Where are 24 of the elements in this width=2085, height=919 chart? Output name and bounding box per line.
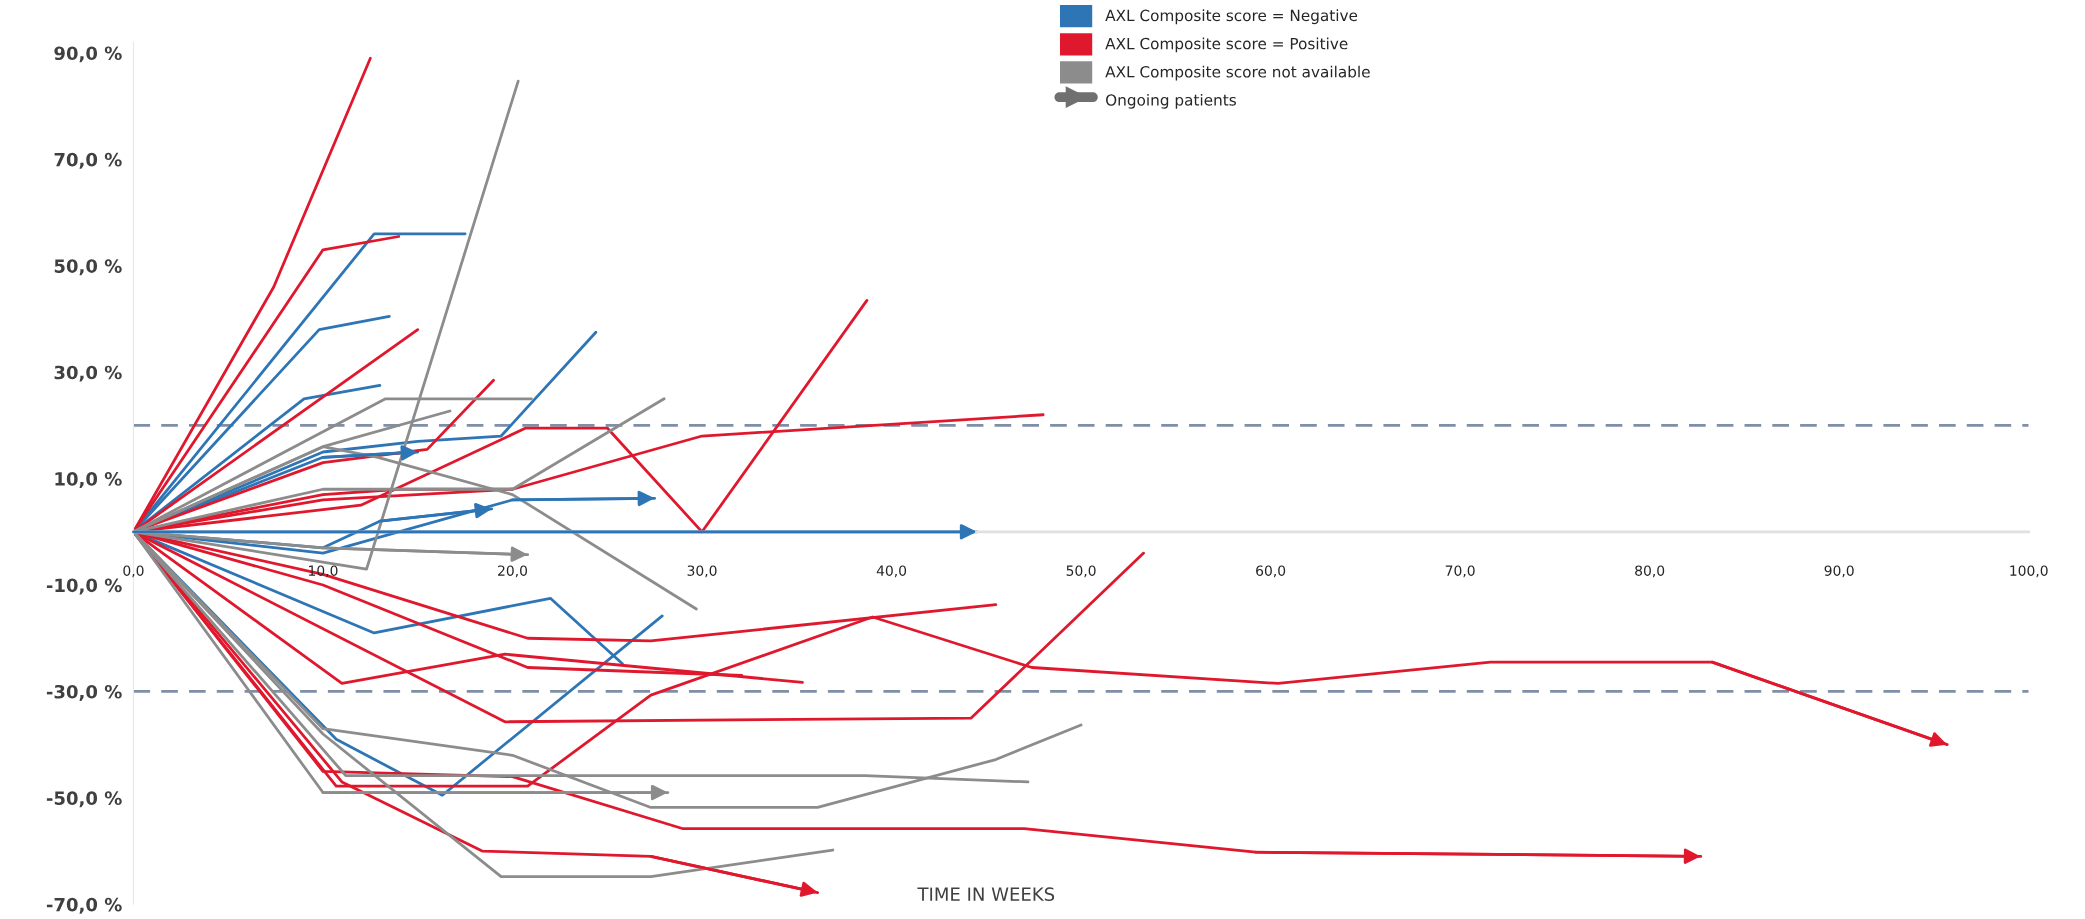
x-tick-label: 0,0 bbox=[123, 565, 144, 578]
y-tick-label: -70,0 % bbox=[46, 897, 122, 914]
y-tick-label: -10,0 % bbox=[46, 578, 122, 595]
y-tick-label: -50,0 % bbox=[46, 791, 122, 808]
y-tick-label: -30,0 % bbox=[46, 684, 122, 701]
y-tick-label: 50,0 % bbox=[54, 259, 122, 276]
legend-label: AXL Composite score not available bbox=[1105, 65, 1370, 81]
x-tick-label: 100,0 bbox=[2010, 565, 2048, 578]
x-tick-label: 40,0 bbox=[876, 565, 907, 578]
x-axis-title: TIME IN WEEKS bbox=[917, 887, 1055, 902]
x-tick-label: 50,0 bbox=[1066, 565, 1096, 578]
legend-label: AXL Composite score = Positive bbox=[1105, 37, 1348, 53]
y-tick-label: 10,0 % bbox=[55, 472, 122, 489]
y-tick-label: 30,0 % bbox=[54, 365, 122, 382]
x-tick-label: 60,0 bbox=[1256, 565, 1286, 578]
y-tick-label: 90,0 % bbox=[54, 46, 122, 63]
x-tick-label: 90,0 bbox=[1824, 565, 1854, 578]
x-tick-label: 20,0 bbox=[498, 565, 528, 578]
annotation: Ongoing patients bbox=[1106, 93, 1236, 109]
legend-label: AXL Composite score = Negative bbox=[1105, 9, 1358, 25]
x-tick-label: 70,0 bbox=[1445, 565, 1475, 578]
y-tick-label: 70,0 % bbox=[54, 152, 122, 169]
x-tick-label: 80,0 bbox=[1635, 565, 1665, 578]
x-tick-label: 30,0 bbox=[687, 565, 717, 578]
